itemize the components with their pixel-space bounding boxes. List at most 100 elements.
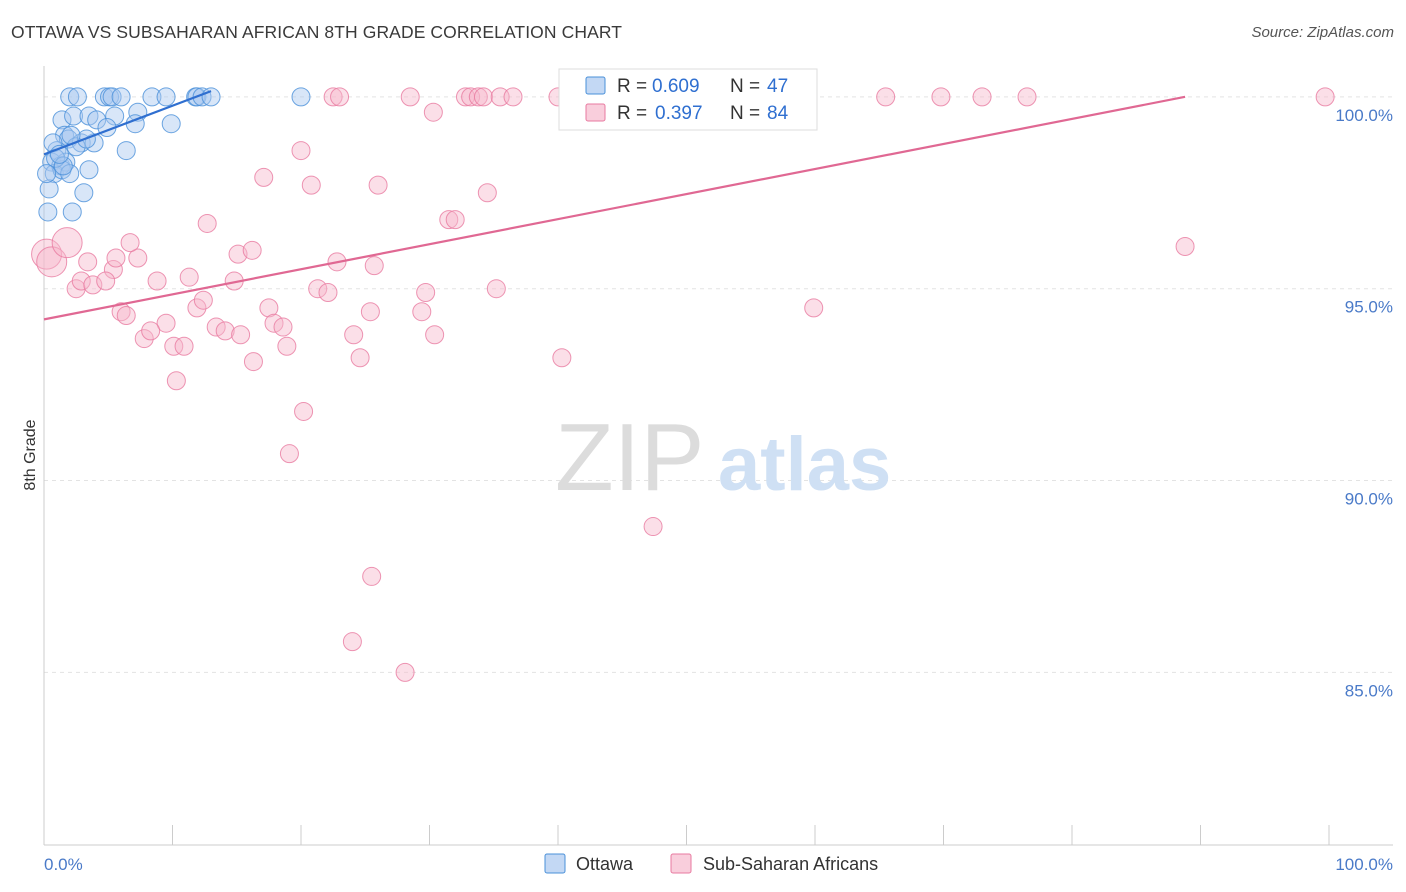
- subsaharan-point-72: [344, 325, 364, 345]
- subsaharan-point-73: [425, 325, 445, 345]
- subsaharan-point-61: [360, 302, 380, 322]
- ottawa-point-16: [87, 110, 107, 130]
- y-tick-label-0: 100.0%: [1335, 106, 1393, 125]
- subsaharan-point-26: [445, 210, 465, 230]
- ottawa-point-20: [161, 114, 181, 134]
- y-tick-label-2: 90.0%: [1345, 490, 1393, 509]
- legend-n-label-subsaharan: N =: [730, 103, 760, 124]
- subsaharan-point-39: [128, 248, 148, 268]
- subsaharan-point-46: [179, 267, 199, 287]
- ottawa-point-0: [60, 87, 80, 107]
- subsaharan-point-21: [254, 167, 274, 187]
- subsaharan-point-19: [423, 102, 443, 122]
- subsaharan-point-75: [552, 348, 572, 368]
- series-ottawa-points: [37, 87, 311, 222]
- ottawa-point-14: [64, 106, 84, 126]
- series-legend: Ottawa Sub-Saharan Africans: [544, 853, 878, 874]
- subsaharan-point-67: [174, 336, 194, 356]
- subsaharan-point-43: [83, 275, 103, 295]
- grid-lines: [44, 96, 1393, 673]
- subsaharan-point-49: [318, 283, 338, 303]
- legend-swatch-ottawa: [585, 76, 606, 95]
- subsaharan-point-22: [301, 175, 321, 195]
- subsaharan-point-63: [804, 298, 824, 318]
- subsaharan-point-16: [972, 87, 992, 107]
- trend-line-subsaharan: [43, 95, 1186, 321]
- stats-legend: R = 0.609 N = 47 R = 0.397 N = 84: [558, 68, 818, 131]
- subsaharan-point-56: [193, 290, 213, 310]
- subsaharan-point-32: [242, 240, 262, 260]
- subsaharan-point-17: [1017, 87, 1037, 107]
- subsaharan-point-30: [197, 213, 217, 233]
- subsaharan-point-82: [395, 662, 415, 682]
- subsaharan-point-14: [876, 87, 896, 107]
- ottawa-point-13: [52, 110, 72, 130]
- ottawa-point-11: [201, 87, 221, 107]
- subsaharan-point-69: [231, 325, 251, 345]
- subsaharan-point-31: [228, 244, 248, 264]
- ottawa-point-17: [105, 106, 125, 126]
- subsaharan-point-40: [120, 233, 140, 253]
- subsaharan-point-2: [400, 87, 420, 107]
- ottawa-point-37: [39, 179, 59, 199]
- subsaharan-point-71: [277, 336, 297, 356]
- ottawa-point-28: [116, 141, 136, 161]
- trend-lines: [43, 90, 1186, 321]
- legend-r-label-ottawa: R =: [617, 76, 647, 97]
- subsaharan-point-54: [156, 313, 176, 333]
- subsaharan-point-24: [477, 183, 497, 203]
- subsaharan-point-66: [164, 336, 184, 356]
- subsaharan-point-78: [279, 444, 299, 464]
- watermark-atlas: atlas: [718, 422, 891, 507]
- ottawa-point-12: [291, 87, 311, 107]
- subsaharan-point-60: [273, 317, 293, 337]
- subsaharan-point-25: [439, 210, 459, 230]
- ottawa-point-7: [156, 87, 176, 107]
- x-tick-label-right: 100.0%: [1335, 855, 1393, 874]
- x-tick-label-left: 0.0%: [44, 855, 83, 874]
- subsaharan-point-65: [141, 321, 161, 341]
- ottawa-point-6: [142, 87, 162, 107]
- bottom-legend-label-subsaharan: Sub-Saharan Africans: [703, 854, 878, 874]
- subsaharan-point-62: [412, 302, 432, 322]
- subsaharan-point-29: [51, 227, 83, 259]
- bottom-legend-swatch-ottawa: [544, 853, 566, 874]
- subsaharan-point-76: [166, 371, 186, 391]
- ottawa-point-41: [53, 156, 73, 176]
- subsaharan-point-52: [111, 302, 131, 322]
- subsaharan-point-58: [259, 298, 279, 318]
- ottawa-point-35: [79, 160, 99, 180]
- subsaharan-point-50: [416, 283, 436, 303]
- subsaharan-point-23: [368, 175, 388, 195]
- subsaharan-point-36: [78, 252, 98, 272]
- subsaharan-point-15: [931, 87, 951, 107]
- y-tick-label-1: 95.0%: [1345, 298, 1393, 317]
- series-subsaharan-points: [31, 87, 1335, 682]
- subsaharan-point-37: [103, 260, 123, 280]
- x-tick-labels: 0.0% 100.0%: [44, 855, 1393, 874]
- subsaharan-point-45: [147, 271, 167, 291]
- legend-n-label-ottawa: N =: [730, 76, 760, 97]
- ottawa-point-2: [94, 87, 114, 107]
- subsaharan-point-1: [330, 87, 350, 107]
- trend-line-ottawa: [43, 90, 212, 156]
- subsaharan-point-64: [134, 329, 154, 349]
- subsaharan-point-0: [323, 87, 343, 107]
- subsaharan-point-42: [71, 271, 91, 291]
- ottawa-point-1: [67, 87, 87, 107]
- y-axis-label: 8th Grade: [22, 419, 39, 490]
- y-tick-label-3: 85.0%: [1345, 681, 1393, 700]
- watermark-zip: ZIP: [555, 404, 704, 511]
- legend-n-value-subsaharan: 84: [767, 103, 789, 124]
- subsaharan-point-28: [36, 246, 68, 278]
- legend-swatch-subsaharan: [585, 103, 606, 122]
- subsaharan-point-80: [362, 566, 382, 586]
- watermark: ZIP atlas: [555, 404, 891, 511]
- subsaharan-point-55: [187, 298, 207, 318]
- subsaharan-point-6: [473, 87, 493, 107]
- subsaharan-point-74: [350, 348, 370, 368]
- ottawa-point-40: [62, 202, 82, 222]
- y-tick-labels: 100.0% 95.0% 90.0% 85.0%: [1335, 106, 1393, 700]
- subsaharan-point-44: [96, 271, 116, 291]
